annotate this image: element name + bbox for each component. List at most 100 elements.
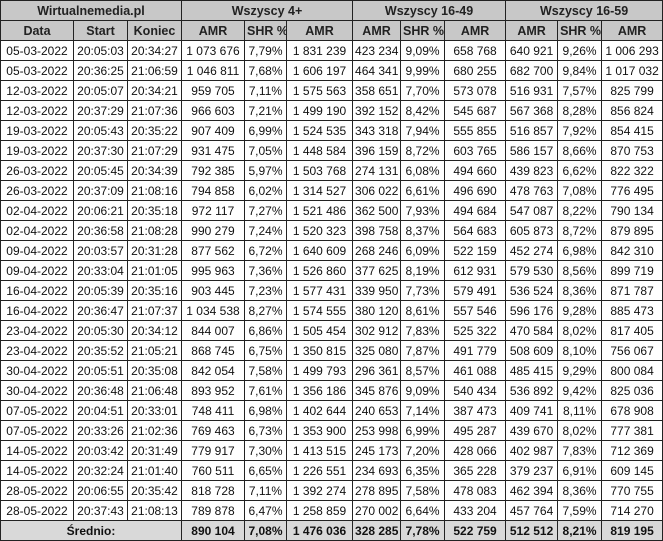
table-row: 14-05-2022 20:03:42 20:31:49 779 917 7,30% 1 …: [0, 440, 663, 461]
table-cell: 856 824: [601, 100, 663, 121]
group-header-row: Wirtualnemedia.pl Wszyscy 4+ Wszyscy 16-…: [0, 0, 663, 21]
table-cell: 777 381: [601, 420, 663, 441]
table-cell: 478 763: [505, 180, 559, 201]
table-cell: 21:07:36: [127, 100, 182, 121]
table-cell: 8,72%: [557, 220, 603, 241]
column-header: AMR: [181, 20, 245, 41]
table-cell: 26-03-2022: [0, 160, 74, 181]
table-cell: 20:37:09: [73, 180, 128, 201]
table-cell: 296 361: [352, 360, 402, 381]
table-cell: 12-03-2022: [0, 100, 74, 121]
table-cell: 6,08%: [400, 160, 446, 181]
table-row: 05-03-2022 20:05:03 20:34:27 1 073 676 7,79%…: [0, 40, 663, 61]
table-cell: 02-04-2022: [0, 200, 74, 221]
table-cell: 07-05-2022: [0, 420, 74, 441]
table-cell: 1 046 811: [181, 60, 245, 81]
table-row: 23-04-2022 20:35:52 21:05:21 868 745 6,75% 1 …: [0, 340, 663, 361]
table-cell: 760 511: [181, 460, 245, 481]
table-cell: 9,42%: [557, 380, 603, 401]
table-cell: 1 577 431: [285, 280, 354, 301]
table-cell: 573 078: [444, 80, 507, 101]
table-cell: 20:03:42: [73, 440, 128, 461]
table-cell: 6,35%: [400, 460, 446, 481]
table-cell: 536 524: [505, 280, 559, 301]
table-row: 16-04-2022 20:05:39 20:35:16 903 445 7,23% 1 …: [0, 280, 663, 301]
table-cell: 20:33:01: [127, 400, 182, 421]
table-cell: 409 741: [505, 400, 559, 421]
table-cell: 871 787: [601, 280, 663, 301]
table-cell: 7,61%: [244, 380, 287, 401]
table-cell: 6,72%: [244, 240, 287, 261]
column-header: SHR %: [244, 20, 287, 41]
table-cell: 990 279: [181, 220, 245, 241]
table-cell: 7,83%: [557, 440, 603, 461]
table-cell: 365 228: [444, 460, 507, 481]
table-cell: 7,93%: [400, 200, 446, 221]
table-cell: 6,65%: [244, 460, 287, 481]
table-cell: 439 823: [505, 160, 559, 181]
column-header: AMR: [444, 20, 507, 41]
table-cell: 7,70%: [400, 80, 446, 101]
table-cell: 464 341: [352, 60, 402, 81]
table-cell: 26-03-2022: [0, 180, 74, 201]
table-cell: 428 066: [444, 440, 507, 461]
table-cell: 20:36:25: [73, 60, 128, 81]
table-cell: 398 758: [352, 220, 402, 241]
table-cell: 547 087: [505, 200, 559, 221]
table-cell: 439 670: [505, 420, 559, 441]
table-cell: 7,20%: [400, 440, 446, 461]
table-row: 09-04-2022 20:03:57 20:31:28 877 562 6,72% 1 …: [0, 240, 663, 261]
table-cell: 557 546: [444, 300, 507, 321]
table-cell: 868 745: [181, 340, 245, 361]
table-cell: 452 274: [505, 240, 559, 261]
table-cell: 7,14%: [400, 400, 446, 421]
table-cell: 9,99%: [400, 60, 446, 81]
table-cell: 748 411: [181, 400, 245, 421]
average-cell: 8,21%: [557, 520, 603, 541]
table-cell: 21:06:59: [127, 60, 182, 81]
table-cell: 6,64%: [400, 500, 446, 521]
table-cell: 8,61%: [400, 300, 446, 321]
table-cell: 21:01:05: [127, 260, 182, 281]
table-cell: 8,72%: [400, 140, 446, 161]
table-cell: 20:05:03: [73, 40, 128, 61]
table-row: 28-05-2022 20:37:43 21:08:13 789 878 6,47% 1 …: [0, 500, 663, 521]
column-header: AMR: [285, 20, 354, 41]
table-cell: 20:05:30: [73, 320, 128, 341]
table-cell: 380 120: [352, 300, 402, 321]
table-cell: 12-03-2022: [0, 80, 74, 101]
table-cell: 402 987: [505, 440, 559, 461]
table-cell: 966 603: [181, 100, 245, 121]
table-cell: 1 831 239: [285, 40, 354, 61]
table-cell: 1 524 535: [285, 120, 354, 141]
table-cell: 870 753: [601, 140, 663, 161]
table-cell: 09-04-2022: [0, 240, 74, 261]
table-cell: 20:35:22: [127, 120, 182, 141]
table-cell: 8,66%: [557, 140, 603, 161]
table-cell: 770 755: [601, 480, 663, 501]
table-cell: 20:31:49: [127, 440, 182, 461]
table-cell: 19-03-2022: [0, 140, 74, 161]
table-cell: 7,11%: [244, 80, 287, 101]
table-row: 28-05-2022 20:06:55 20:35:42 818 728 7,11% 1 …: [0, 480, 663, 501]
table-cell: 21:05:21: [127, 340, 182, 361]
table-cell: 20:36:47: [73, 300, 128, 321]
column-header: Koniec: [127, 20, 182, 41]
table-cell: 20:35:08: [127, 360, 182, 381]
table-cell: 7,87%: [400, 340, 446, 361]
table-cell: 1 526 860: [285, 260, 354, 281]
table-cell: 21:07:29: [127, 140, 182, 161]
table-cell: 842 310: [601, 240, 663, 261]
table-cell: 959 705: [181, 80, 245, 101]
table-cell: 478 083: [444, 480, 507, 501]
table-cell: 1 505 454: [285, 320, 354, 341]
table-cell: 396 159: [352, 140, 402, 161]
table-cell: 1 640 609: [285, 240, 354, 261]
table-cell: 1 402 644: [285, 400, 354, 421]
table-row: 30-04-2022 20:05:51 20:35:08 842 054 7,58% 1 …: [0, 360, 663, 381]
table-cell: 253 998: [352, 420, 402, 441]
group-header-4plus: Wszyscy 4+: [180, 0, 354, 21]
table-cell: 20:37:29: [73, 100, 128, 121]
table-cell: 586 157: [505, 140, 559, 161]
table-cell: 525 322: [444, 320, 507, 341]
